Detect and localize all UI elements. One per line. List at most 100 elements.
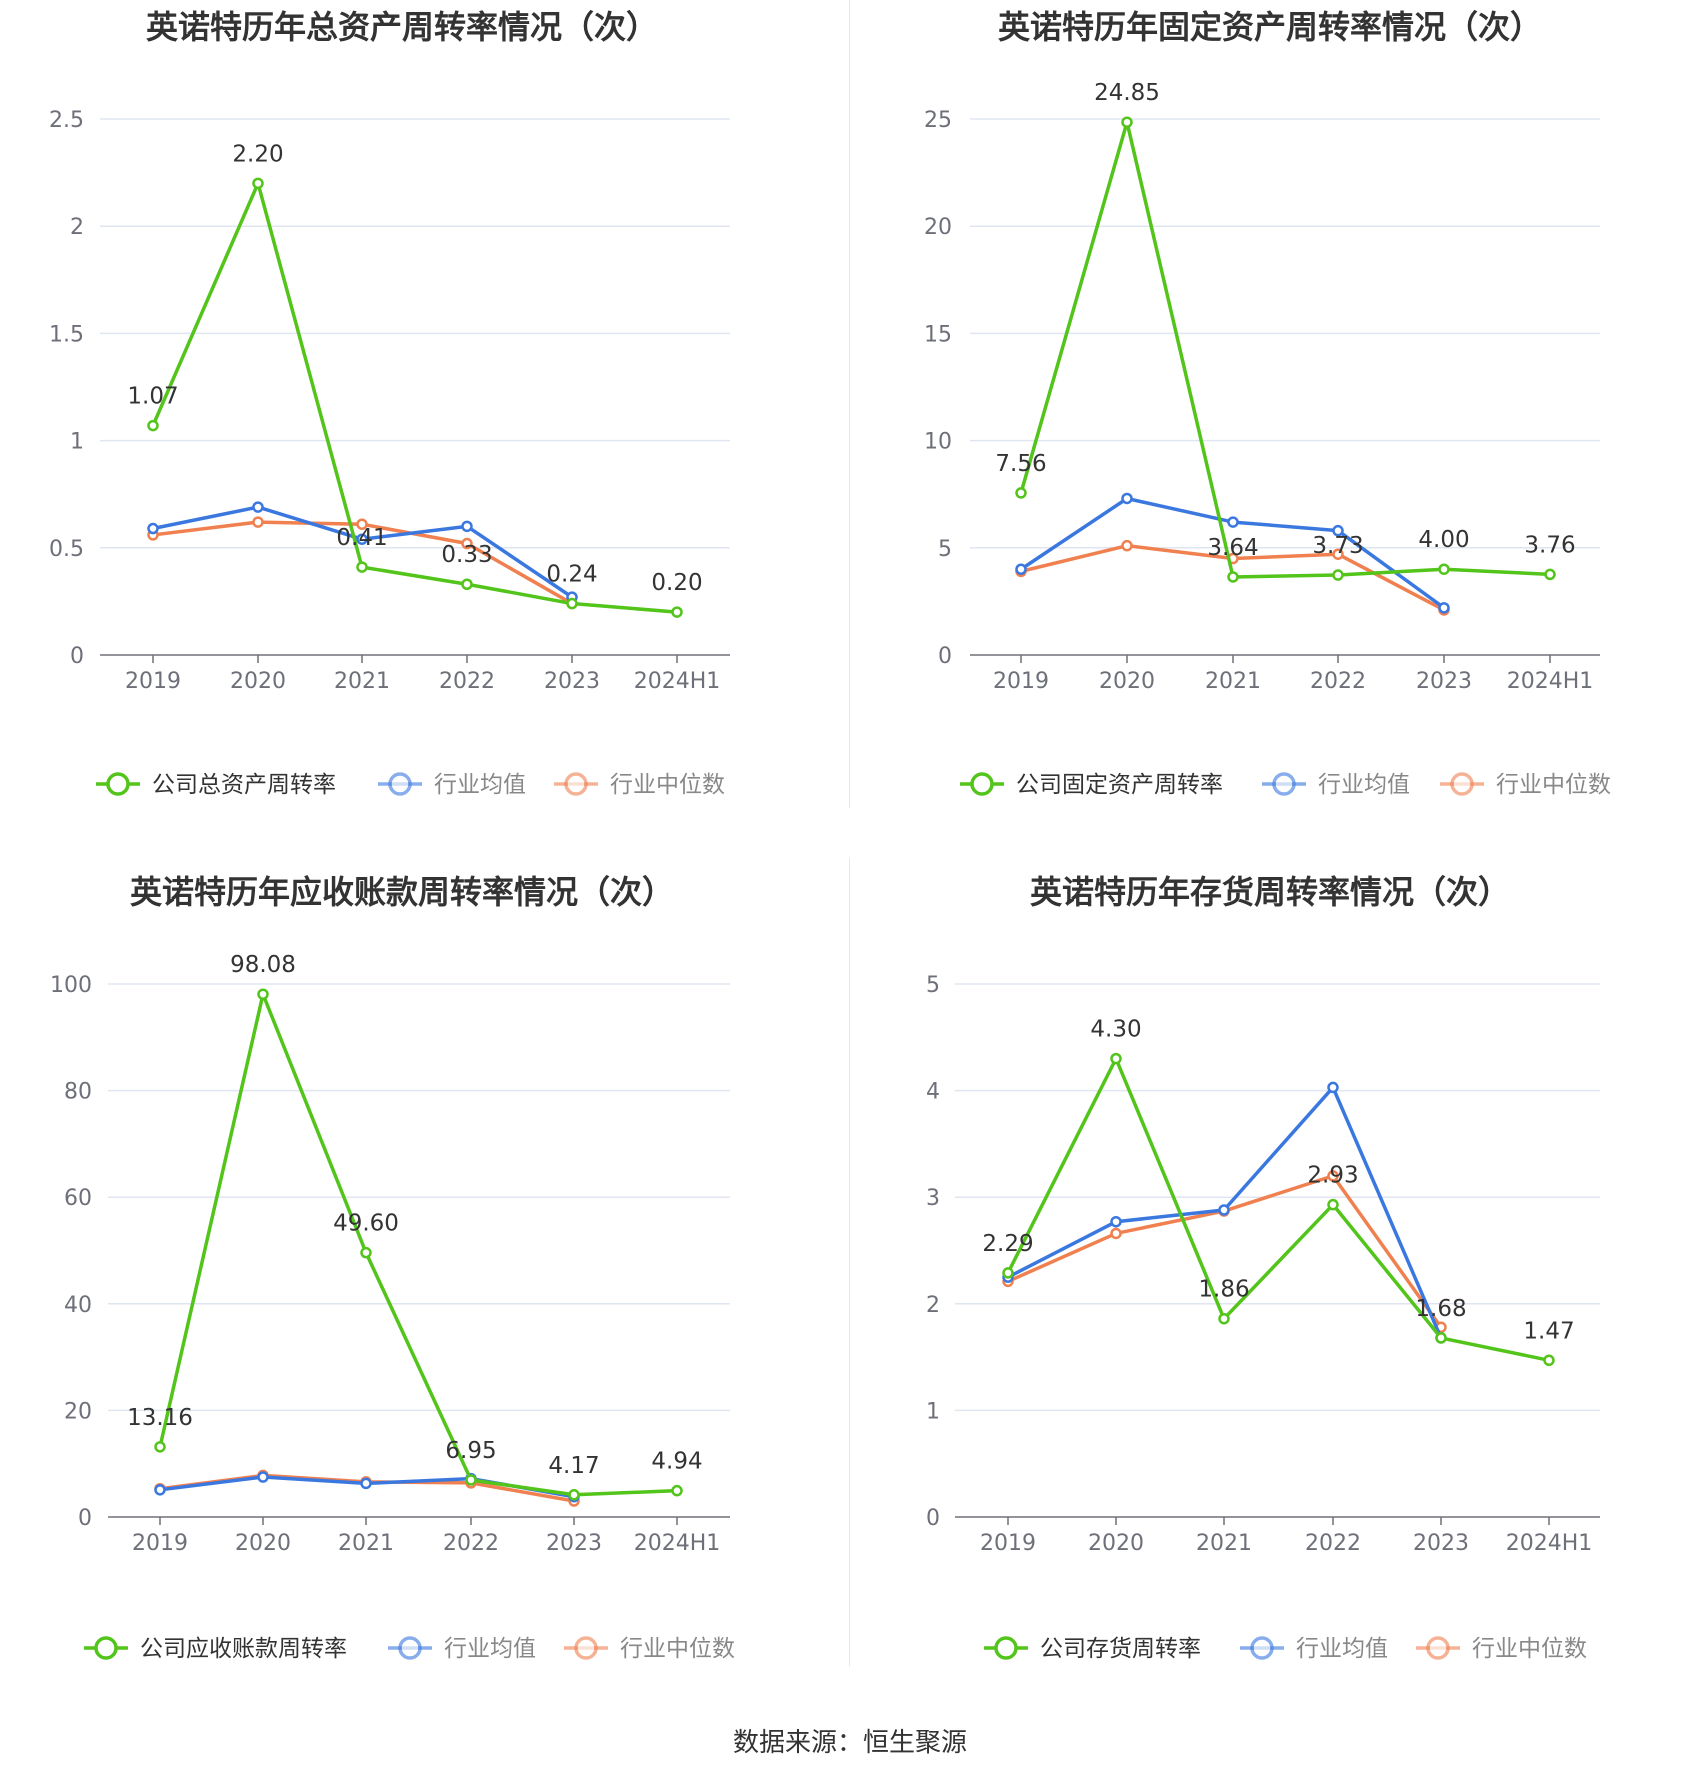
legend-swatch-marker: [398, 1636, 422, 1660]
data-point-company: [360, 1246, 372, 1259]
y-tick-label: 0: [70, 644, 84, 669]
y-tick-label: 0: [926, 1506, 940, 1531]
x-tick-label: 2022: [1305, 1531, 1361, 1556]
chart-panel-3: 英诺特历年应收账款周转率情况（次） 0 20 40 60 80 100 2019 2020 202…: [50, 873, 735, 1662]
vertical-divider-top: [849, 0, 850, 808]
legend-label: 行业中位数: [1496, 772, 1611, 798]
legend-swatch-marker: [574, 1636, 598, 1660]
legend-label: 公司总资产周转率: [152, 772, 336, 798]
series-line-company: [1006, 1056, 1550, 1363]
data-label: 0.20: [651, 570, 702, 596]
y-tick-label: 80: [64, 1080, 92, 1105]
legend-swatch-marker: [564, 772, 588, 796]
data-label: 0.33: [441, 542, 492, 568]
data-point-company: [147, 419, 159, 432]
x-tick-label: 2024H1: [1507, 669, 1594, 694]
data-label: 2.29: [982, 1231, 1033, 1257]
legend-label: 行业中位数: [1472, 1636, 1587, 1662]
data-point-average: [1327, 1081, 1339, 1094]
data-point-median: [1327, 1170, 1339, 1182]
x-tick-label: 2023: [546, 1531, 602, 1556]
x-tick-label: 2023: [1413, 1531, 1469, 1556]
legend-item-average[interactable]: 行业均值: [378, 772, 526, 798]
data-label: 1.07: [127, 384, 178, 410]
y-tick-label: 2.5: [49, 108, 84, 133]
legend-item-company[interactable]: 公司固定资产周转率: [960, 772, 1223, 798]
series-line-company: [1019, 120, 1551, 579]
legend-label: 行业中位数: [610, 772, 725, 798]
x-tick-label: 2022: [443, 1531, 499, 1556]
legend-item-median[interactable]: 行业中位数: [554, 772, 725, 798]
legend-swatch-marker: [1426, 1636, 1450, 1660]
data-point-company: [1327, 1198, 1339, 1211]
data-label: 4.17: [548, 1453, 599, 1479]
chart-panel-1: 英诺特历年总资产周转率情况（次） 0 0.5 1 1.5 2 2.5 2019 2020 2021…: [49, 8, 730, 798]
x-tick-label: 2021: [338, 1531, 394, 1556]
x-tick-label: 2019: [993, 669, 1049, 694]
x-tick-label: 2021: [334, 669, 390, 694]
data-label: 2.93: [1307, 1163, 1358, 1189]
x-tick-label: 2020: [1088, 1531, 1144, 1556]
legend-swatch-marker: [1250, 1636, 1274, 1660]
data-point-company: [465, 1474, 477, 1486]
x-tick-label: 2020: [235, 1531, 291, 1556]
legend-item-company[interactable]: 公司应收账款周转率: [84, 1636, 347, 1662]
data-point-company: [671, 606, 683, 618]
legend-item-average[interactable]: 行业均值: [1240, 1636, 1388, 1662]
data-point-average: [147, 522, 159, 535]
y-tick-label: 5: [938, 537, 952, 562]
data-point-average: [1332, 524, 1344, 537]
y-tick-label: 20: [64, 1399, 92, 1424]
chart-panel-4: 英诺特历年存货周转率情况（次） 0 1 2 3 4 5 2019 2020 2021 2022 202…: [926, 873, 1600, 1662]
x-tick-label: 2020: [230, 669, 286, 694]
y-tick-label: 1: [70, 430, 84, 455]
data-point-median: [356, 518, 368, 530]
x-tick-label: 2023: [1416, 669, 1472, 694]
legend-item-company[interactable]: 公司存货周转率: [984, 1636, 1201, 1662]
data-point-median: [1110, 1227, 1122, 1240]
y-tick-label: 15: [924, 322, 952, 347]
x-tick-label: 2023: [544, 669, 600, 694]
data-point-company: [461, 578, 473, 590]
data-point-average: [360, 1477, 372, 1490]
data-point-company: [1543, 1354, 1555, 1367]
x-tick-label: 2019: [132, 1531, 188, 1556]
data-point-company: [1544, 568, 1556, 581]
legend-item-median[interactable]: 行业中位数: [1440, 772, 1611, 798]
data-point-company: [568, 1489, 580, 1501]
legend-item-median[interactable]: 行业中位数: [1416, 1636, 1587, 1662]
legend-swatch-marker: [994, 1636, 1018, 1660]
data-point-company: [566, 597, 578, 610]
y-tick-label: 0.5: [49, 537, 84, 562]
y-tick-label: 1.5: [49, 322, 84, 347]
data-point-average: [1227, 516, 1239, 528]
data-label: 2.20: [232, 141, 283, 167]
data-point-median: [1332, 548, 1344, 560]
series-line-company: [158, 992, 678, 1497]
legend-item-company[interactable]: 公司总资产周转率: [96, 772, 336, 798]
y-tick-label: 25: [924, 108, 952, 133]
x-tick-label: 2024H1: [634, 1531, 721, 1556]
legend-swatch-marker: [1272, 772, 1296, 796]
x-tick-label: 2024H1: [1506, 1531, 1593, 1556]
chart-title: 英诺特历年应收账款周转率情况（次）: [130, 873, 674, 911]
data-point-average: [1110, 1215, 1122, 1228]
y-tick-label: 5: [926, 973, 940, 998]
y-tick-label: 2: [70, 215, 84, 240]
x-tick-label: 2024H1: [634, 669, 721, 694]
data-label: 49.60: [333, 1211, 399, 1237]
source-note: 数据来源：恒生聚源: [732, 1728, 967, 1758]
legend-label: 行业均值: [434, 772, 526, 798]
legend-item-average[interactable]: 行业均值: [388, 1636, 536, 1662]
data-point-company: [1121, 116, 1133, 128]
data-point-company: [1227, 571, 1239, 583]
legend-item-average[interactable]: 行业均值: [1262, 772, 1410, 798]
data-point-average: [1121, 492, 1133, 505]
data-point-company: [1435, 1332, 1447, 1344]
chart-panel-2: 英诺特历年固定资产周转率情况（次） 0 5 10 15 20 25 2019 2020 2021 2…: [924, 8, 1611, 798]
data-point-company: [154, 1441, 166, 1453]
data-point-company: [1110, 1052, 1122, 1065]
legend-item-median[interactable]: 行业中位数: [564, 1636, 735, 1662]
data-label: 24.85: [1094, 80, 1160, 106]
